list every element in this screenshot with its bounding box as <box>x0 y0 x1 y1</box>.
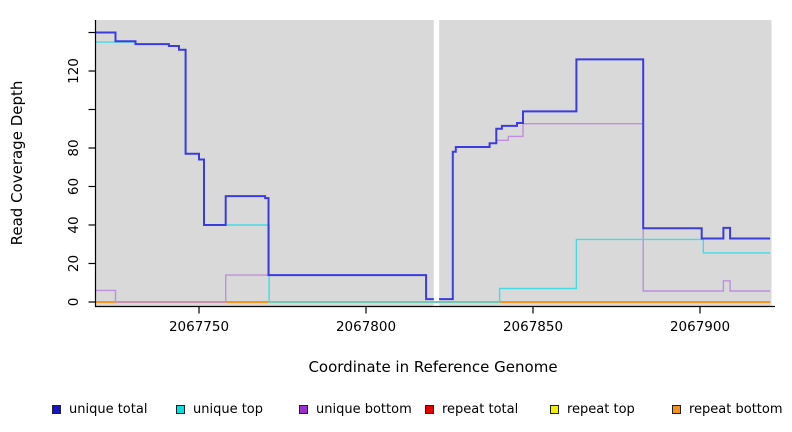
legend-label: repeat bottom <box>689 401 783 417</box>
legend-item-repeat-total: repeat total <box>425 399 518 419</box>
legend-swatch-icon <box>52 404 61 414</box>
legend-swatch-icon <box>550 404 559 414</box>
y-tick-label: 40 <box>66 216 82 233</box>
y-tick-label: 120 <box>66 58 82 84</box>
legend-item-unique-bottom: unique bottom <box>299 399 412 419</box>
x-axis-title: Coordinate in Reference Genome <box>308 358 557 376</box>
series-unique-total <box>439 58 771 301</box>
y-tick-label: 0 <box>66 298 82 307</box>
x-tick-label: 2067800 <box>336 319 396 335</box>
x-tick-label: 2067900 <box>670 319 730 335</box>
coverage-series-lines <box>95 31 771 303</box>
legend-item-repeat-bottom: repeat bottom <box>672 399 783 419</box>
x-tick-label: 2067750 <box>169 319 229 335</box>
y-tick-label: 60 <box>66 178 82 195</box>
legend-item-unique-total: unique total <box>52 399 147 419</box>
legend-item-repeat-top: repeat top <box>550 399 635 419</box>
legend-label: unique top <box>193 401 264 417</box>
legend-item-unique-top: unique top <box>176 399 263 419</box>
y-tick-label: 80 <box>66 139 82 156</box>
legend-swatch-icon <box>672 404 681 414</box>
legend-swatch-icon <box>425 404 434 414</box>
y-axis-title: Read Coverage Depth <box>8 81 26 246</box>
coverage-gap-band <box>433 20 440 306</box>
legend-label: unique total <box>69 401 148 417</box>
legend-swatch-icon <box>299 404 308 414</box>
axes <box>88 20 775 314</box>
legend: unique total unique top unique bottom repea… <box>0 399 792 423</box>
plot-background <box>96 20 772 306</box>
y-tick-label: 20 <box>66 255 82 272</box>
legend-label: repeat total <box>442 401 519 417</box>
legend-label: unique bottom <box>316 401 412 417</box>
legend-swatch-icon <box>176 404 185 414</box>
series-unique-total <box>95 31 434 301</box>
tick-labels: 0 20 40 60 80 120 2067750 2067800 2067850 2067900 <box>66 58 730 335</box>
legend-label: repeat top <box>567 401 635 417</box>
plot-area <box>96 20 772 306</box>
x-tick-label: 2067850 <box>503 319 563 335</box>
